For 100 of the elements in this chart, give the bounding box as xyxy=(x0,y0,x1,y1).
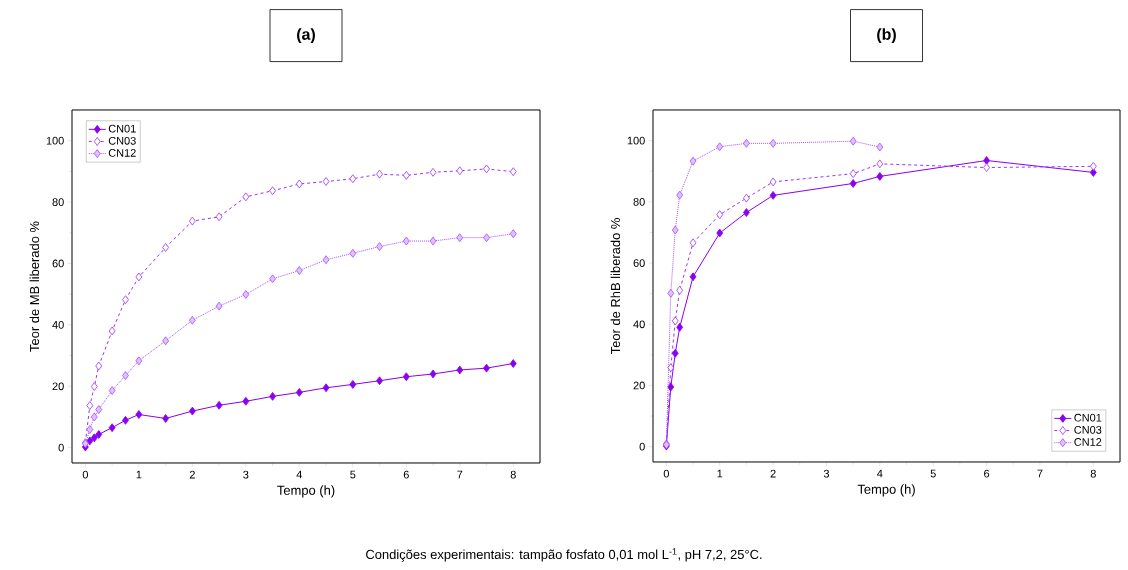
point xyxy=(86,425,94,434)
point xyxy=(1089,161,1097,171)
y-tick-label: 20 xyxy=(52,382,64,391)
x-tick-label: 3 xyxy=(243,470,249,479)
x-tick-label: 5 xyxy=(930,469,936,478)
point xyxy=(86,401,94,410)
point xyxy=(108,326,116,336)
point xyxy=(376,169,383,179)
point xyxy=(349,248,357,258)
y-tick-label: 80 xyxy=(633,197,645,206)
point xyxy=(849,136,857,146)
point xyxy=(716,228,724,238)
point xyxy=(295,388,303,397)
x-tick-label: 2 xyxy=(189,470,195,479)
x-tick-label: 6 xyxy=(984,469,990,478)
point xyxy=(95,361,103,371)
point xyxy=(983,163,990,172)
x-tick-label: 4 xyxy=(296,470,303,479)
point xyxy=(483,233,490,243)
point xyxy=(876,172,884,181)
point xyxy=(671,348,679,358)
x-tick-label: 8 xyxy=(1090,469,1096,478)
y-tick-label: 100 xyxy=(627,136,645,145)
legend-label: CN12 xyxy=(108,149,136,157)
point xyxy=(349,380,357,389)
point xyxy=(743,138,750,148)
legend-label: CN12 xyxy=(1074,438,1102,446)
point xyxy=(162,243,169,252)
point xyxy=(676,285,684,295)
y-tick-label: 0 xyxy=(58,443,64,452)
x-tick-label: 7 xyxy=(457,470,463,479)
point xyxy=(716,210,724,220)
y-tick-label: 100 xyxy=(46,136,64,145)
y-tick-label: 20 xyxy=(633,381,645,390)
x-tick-label: 4 xyxy=(877,469,883,478)
point xyxy=(322,177,330,186)
point xyxy=(716,142,724,152)
point xyxy=(456,233,464,243)
point xyxy=(689,238,697,248)
point xyxy=(135,272,143,282)
point xyxy=(667,363,675,373)
point xyxy=(876,142,884,152)
x-tick-label: 6 xyxy=(403,470,409,479)
point xyxy=(188,406,196,416)
point xyxy=(429,167,437,177)
point xyxy=(122,371,129,380)
chart-title: (a) xyxy=(297,28,315,44)
point xyxy=(402,372,410,382)
point xyxy=(215,400,223,410)
x-axis-title: Tempo (h) xyxy=(277,485,335,498)
point xyxy=(849,179,857,188)
point xyxy=(269,391,276,401)
point xyxy=(135,410,143,419)
point xyxy=(456,365,464,375)
legend-label: CN01 xyxy=(108,124,136,133)
x-tick-label: 0 xyxy=(663,469,669,478)
y-tick-label: 40 xyxy=(52,320,64,329)
point xyxy=(349,174,357,184)
point xyxy=(429,369,437,379)
point xyxy=(188,315,196,325)
y-axis-title: Teor de RhB liberado % xyxy=(610,218,621,355)
point xyxy=(456,166,464,176)
point xyxy=(122,415,129,425)
point xyxy=(769,191,777,200)
point xyxy=(162,336,169,346)
point xyxy=(376,242,383,251)
point xyxy=(483,363,490,373)
point xyxy=(876,159,884,169)
legend-label: CN01 xyxy=(1074,413,1102,422)
point xyxy=(322,255,330,265)
legend-label: CN03 xyxy=(1074,425,1102,434)
x-axis-title: Tempo (h) xyxy=(857,484,915,497)
point xyxy=(242,396,250,406)
x-tick-label: 8 xyxy=(510,470,516,479)
point xyxy=(95,405,103,414)
point xyxy=(122,295,129,305)
y-tick-label: 0 xyxy=(639,442,645,451)
point xyxy=(188,216,196,226)
point xyxy=(295,266,303,275)
point xyxy=(743,193,750,203)
y-tick-label: 80 xyxy=(52,198,64,206)
point xyxy=(242,192,250,202)
point xyxy=(215,301,223,311)
point xyxy=(671,225,679,235)
point xyxy=(769,138,777,148)
point xyxy=(743,208,750,217)
point xyxy=(483,164,490,174)
point xyxy=(162,414,169,423)
point xyxy=(509,229,517,239)
y-tick-label: 60 xyxy=(52,259,64,268)
x-tick-label: 7 xyxy=(1037,469,1043,478)
point xyxy=(509,359,517,368)
y-tick-label: 60 xyxy=(633,259,645,267)
point xyxy=(108,386,116,395)
x-tick-label: 3 xyxy=(823,469,830,478)
point xyxy=(769,177,777,187)
point xyxy=(667,288,675,298)
point xyxy=(983,156,990,165)
point xyxy=(215,212,223,222)
text: Condições experimentais: tampão fosfato 0,01 mol L$^{-1}$, pH 7,2, 25°C. xyxy=(366,548,762,562)
